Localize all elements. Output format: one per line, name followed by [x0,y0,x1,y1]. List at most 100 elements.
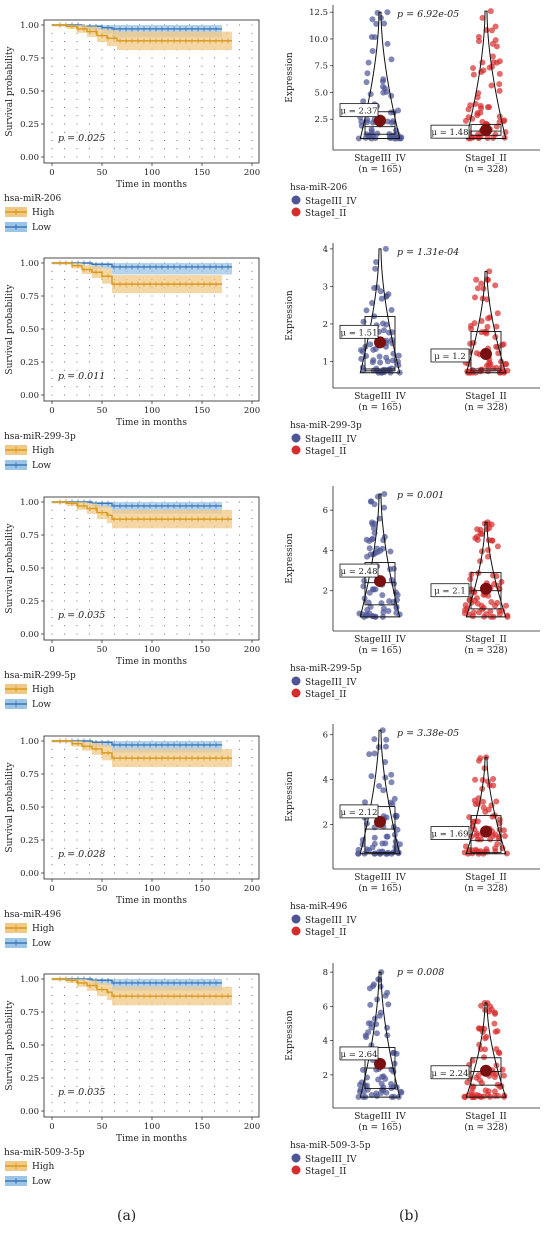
grid-dot [151,386,153,388]
grid-dot [126,386,128,388]
grid-dot [63,131,66,133]
grid-dot [238,57,241,59]
data-point [380,787,387,794]
grid-dot [138,336,141,338]
data-point [385,366,392,373]
grid-dot [201,1019,203,1021]
grid-dot [213,131,216,133]
grid-dot [188,1060,191,1063]
grid-dot [163,1069,166,1071]
grid-dot [176,320,178,322]
grid-dot [176,106,178,109]
grid-dot [51,32,53,34]
grid-dot [188,148,191,150]
grid-dot [138,872,141,874]
grid-dot [151,1052,153,1054]
grid-dot [76,765,78,767]
data-point [498,578,505,585]
grid-dot [163,789,166,792]
data-point [366,545,373,552]
grid-dot [251,1027,253,1030]
grid-dot [201,864,203,866]
grid-dot [176,1077,178,1079]
data-point [373,258,380,265]
grid-dot [213,1069,216,1071]
data-point [480,798,487,805]
grid-dot [176,550,178,553]
data-point [500,1072,507,1079]
grid-dot [188,90,191,92]
grid-dot [251,82,253,84]
legend-title: hsa-miR-299-3p [4,432,76,442]
grid-dot [76,625,78,627]
grid-dot [138,1110,141,1112]
grid-dot [251,303,253,305]
grid-dot [163,394,166,396]
grid-dot [201,65,203,67]
grid-dot [151,839,153,841]
grid-dot [76,386,78,388]
legend-label: StageIII_IV [305,1155,357,1165]
data-point [488,82,495,89]
grid-dot [63,773,66,775]
legend-label: StageI_II [305,1167,347,1177]
y-tick-label: 12.5 [309,8,328,18]
y-tick-label: 2 [323,587,328,597]
data-point [379,320,386,327]
y-tick-label: 0.75 [20,770,39,780]
grid-dot [101,798,103,800]
grid-dot [251,1011,253,1013]
data-point [478,280,485,287]
data-point [485,315,492,322]
grid-dot [51,526,53,528]
grid-dot [88,295,91,297]
grid-dot [176,148,178,150]
data-point [493,364,500,371]
grid-dot [176,625,178,627]
grid-dot [188,789,191,792]
data-point [464,1079,471,1086]
data-point [371,520,378,527]
grid-dot [88,550,91,553]
x-tick-label: 50 [97,168,108,178]
grid-dot [126,361,128,363]
grid-dot [51,600,53,602]
data-point [398,1089,405,1096]
grid-dot [213,583,216,586]
mean-label-box [339,324,379,339]
x-tick-label: StageI_II [465,873,507,883]
grid-dot [126,822,128,825]
data-point [369,48,376,55]
data-point [492,37,499,44]
grid-dot [126,344,128,347]
grid-dot [188,864,191,866]
survival-plot-1 [5,19,260,232]
grid-dot [226,82,228,84]
violin-outline [465,756,507,855]
grid-dot [138,592,141,594]
grid-dot [163,831,166,833]
grid-dot [51,82,53,84]
grid-dot [63,748,66,750]
data-point [370,525,377,532]
grid-dot [163,1027,166,1030]
grid-dot [226,377,228,380]
grid-dot [251,40,253,43]
grid-dot [126,295,128,297]
data-point [367,341,374,348]
grid-dot [63,526,66,528]
grid-dot [188,600,191,602]
grid-dot [226,123,228,125]
grid-dot [76,633,78,635]
grid-dot [201,328,203,330]
data-point [469,613,476,620]
grid-dot [113,106,116,109]
grid-dot [63,1027,66,1030]
grid-dot [63,369,66,371]
grid-dot [213,559,216,561]
grid-dot [76,559,78,561]
grid-dot [213,855,216,858]
grid-dot [113,328,116,330]
grid-dot [238,600,241,602]
grid-dot [151,98,153,100]
